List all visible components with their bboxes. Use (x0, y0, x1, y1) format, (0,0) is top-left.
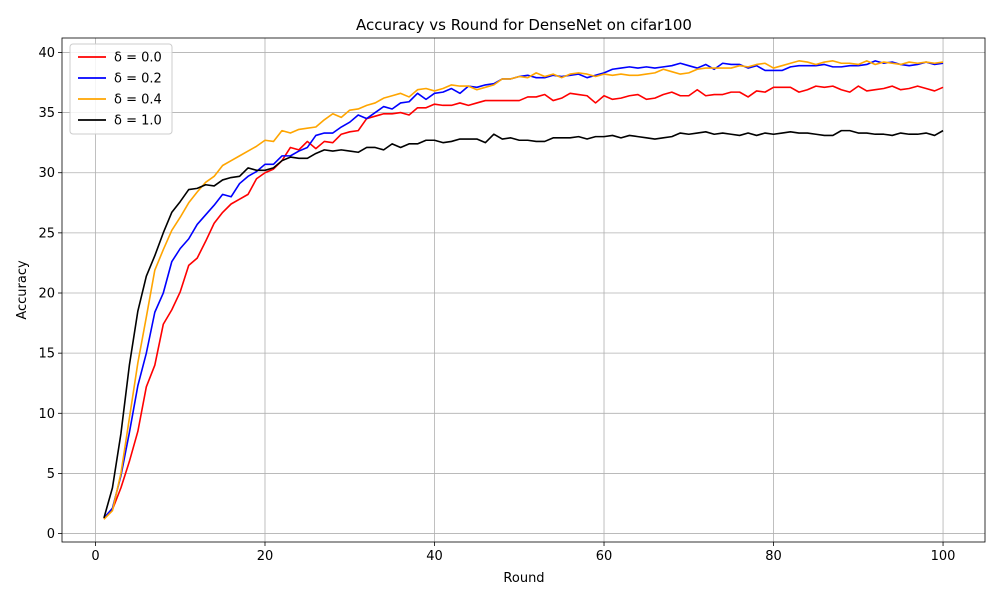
legend-entry: δ = 0.2 (114, 72, 162, 87)
series-line-1 (103, 60, 944, 519)
series-line-3 (103, 129, 944, 519)
x-tick-label: 80 (765, 549, 782, 564)
x-tick-label: 20 (257, 549, 274, 564)
x-tick-label: 100 (931, 549, 956, 564)
legend-entry: δ = 0.0 (114, 51, 162, 66)
y-tick-label: 30 (38, 166, 55, 181)
series-line-0 (103, 85, 944, 520)
y-tick-label: 0 (47, 527, 55, 542)
grid (62, 38, 985, 542)
y-tick-label: 25 (38, 226, 55, 241)
x-axis-title: Round (503, 571, 544, 586)
y-tick-label: 35 (38, 106, 55, 121)
y-axis: 0 5 10 15 20 25 30 35 40 (38, 46, 62, 542)
x-tick-label: 0 (91, 549, 99, 564)
legend: δ = 0.0 δ = 0.2 δ = 0.4 δ = 1.0 (69, 43, 173, 135)
plot-frame (61, 37, 986, 543)
chart-title: Accuracy vs Round for DenseNet on cifar1… (356, 16, 692, 34)
y-tick-label: 5 (47, 467, 55, 482)
x-tick-label: 60 (596, 549, 613, 564)
legend-box (69, 43, 173, 135)
x-axis: 0 20 40 60 80 100 (91, 542, 955, 564)
series-line-2 (103, 60, 944, 520)
x-tick-label: 40 (426, 549, 443, 564)
legend-entry: δ = 0.4 (114, 93, 162, 108)
y-tick-label: 15 (38, 347, 55, 362)
y-axis-title: Accuracy (15, 260, 30, 320)
series-lines (103, 60, 944, 520)
legend-entry: δ = 1.0 (114, 114, 162, 129)
y-tick-label: 40 (38, 46, 55, 61)
y-tick-label: 10 (38, 407, 55, 422)
y-tick-label: 20 (38, 287, 55, 302)
